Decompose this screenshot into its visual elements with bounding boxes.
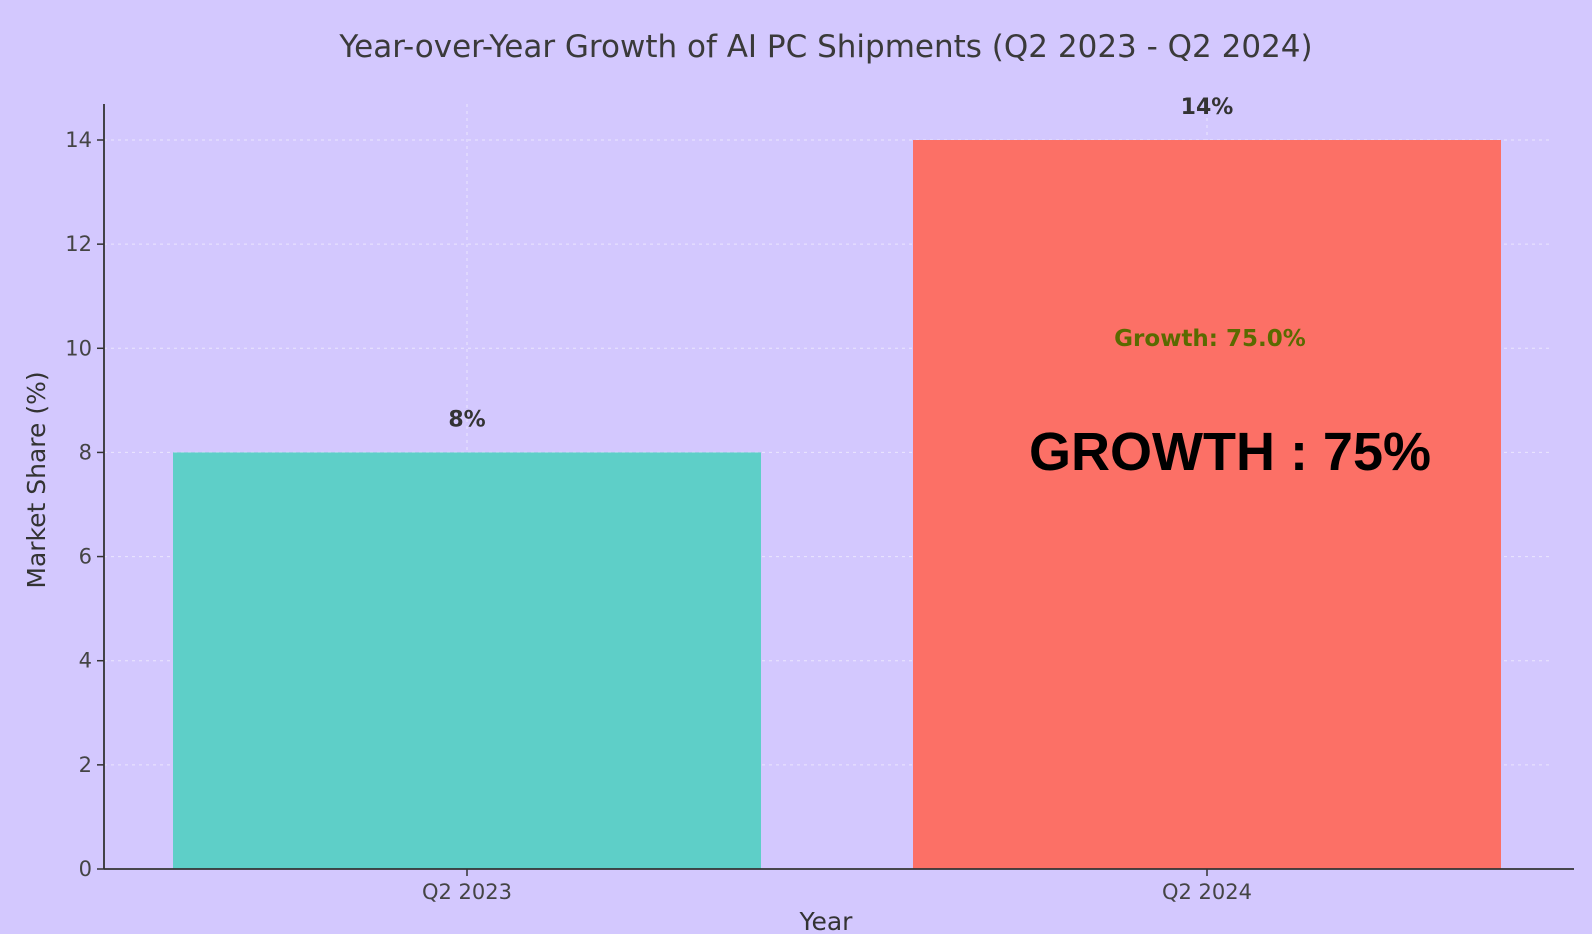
x-tick-label-1: Q2 2024 (1162, 880, 1252, 904)
y-axis-label: Market Share (%) (22, 371, 51, 588)
y-tick-label-10: 10 (65, 336, 92, 360)
y-tick-label-14: 14 (65, 128, 92, 152)
y-tick-label-6: 6 (79, 545, 92, 569)
y-tick-label-0: 0 (79, 857, 92, 881)
bar-q2-2024 (913, 140, 1501, 869)
value-labels: 8% 14% (448, 95, 1233, 432)
x-axis-label: Year (799, 907, 854, 934)
x-ticks: Q2 2023 Q2 2024 (422, 869, 1252, 904)
y-tick-label-4: 4 (79, 649, 92, 673)
x-tick-label-0: Q2 2023 (422, 880, 512, 904)
growth-annotation-big: GROWTH : 75% (1029, 422, 1431, 482)
y-tick-label-2: 2 (79, 753, 92, 777)
bar-q2-2023 (173, 452, 761, 869)
y-tick-label-12: 12 (65, 232, 92, 256)
axes (103, 104, 1574, 870)
y-tick-label-8: 8 (79, 440, 92, 464)
value-label-1: 14% (1181, 95, 1234, 120)
chart-title: Year-over-Year Growth of AI PC Shipments… (338, 29, 1312, 65)
y-ticks: 0 2 4 6 8 10 12 14 (65, 128, 104, 881)
bars (173, 140, 1501, 869)
growth-annotation-small: Growth: 75.0% (1114, 326, 1306, 352)
value-label-0: 8% (448, 407, 485, 432)
